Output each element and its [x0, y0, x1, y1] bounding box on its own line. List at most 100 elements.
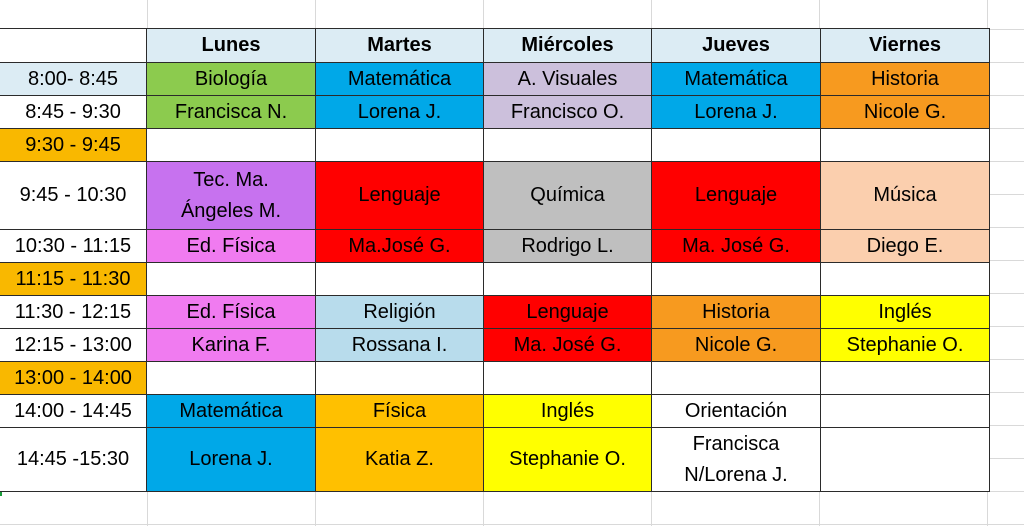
schedule-cell[interactable] — [484, 362, 652, 395]
schedule-cell[interactable]: Orientación — [652, 395, 821, 428]
schedule-cell[interactable]: Rossana I. — [316, 329, 484, 362]
cell-text: Lunes — [201, 34, 261, 56]
schedule-cell[interactable] — [316, 362, 484, 395]
schedule-cell[interactable]: A. Visuales — [484, 63, 652, 96]
schedule-cell[interactable]: Stephanie O. — [484, 428, 652, 492]
schedule-cell[interactable]: Ed. Física — [147, 230, 316, 263]
schedule-cell[interactable] — [821, 129, 990, 162]
cell-text: Historia — [871, 67, 939, 90]
cell-text: Rodrigo L. — [521, 234, 614, 257]
schedule-cell[interactable]: Diego E. — [821, 230, 990, 263]
time-slot-cell[interactable]: 12:15 - 13:00 — [0, 329, 147, 362]
cell-text: Francisca N. — [174, 100, 288, 123]
cell-text: Ángeles M. — [180, 199, 282, 222]
cell-text: Miércoles — [521, 34, 614, 56]
schedule-cell[interactable] — [147, 129, 316, 162]
cell-text: 9:45 - 10:30 — [19, 184, 127, 206]
day-header-3[interactable]: Miércoles — [484, 29, 652, 63]
day-header-4[interactable]: Jueves — [652, 29, 821, 63]
schedule-cell[interactable]: Katia Z. — [316, 428, 484, 492]
schedule-cell[interactable]: Matemática — [652, 63, 821, 96]
schedule-cell[interactable]: Química — [484, 162, 652, 230]
schedule-cell[interactable]: Ma. José G. — [652, 230, 821, 263]
schedule-cell[interactable]: Ma.José G. — [316, 230, 484, 263]
schedule-cell[interactable] — [316, 263, 484, 296]
schedule-cell[interactable]: Matemática — [147, 395, 316, 428]
schedule-cell[interactable] — [652, 129, 821, 162]
schedule-cell[interactable]: Ed. Física — [147, 296, 316, 329]
schedule-cell[interactable]: Francisca N/Lorena J. — [652, 428, 821, 492]
schedule-cell[interactable] — [316, 129, 484, 162]
time-slot-cell[interactable]: 13:00 - 14:00 — [0, 362, 147, 395]
schedule-cell[interactable]: Francisco O. — [484, 96, 652, 129]
cell-text: Orientación — [684, 399, 788, 422]
cell-text: 9:30 - 9:45 — [25, 133, 121, 156]
day-header-2[interactable]: Martes — [316, 29, 484, 63]
schedule-cell[interactable]: Tec. Ma. Ángeles M. — [147, 162, 316, 230]
cell-text: Biología — [194, 67, 268, 90]
time-slot-cell[interactable]: 8:00- 8:45 — [0, 63, 147, 96]
cell-text: Ed. Física — [186, 234, 276, 257]
schedule-cell[interactable]: Matemática — [316, 63, 484, 96]
schedule-cell[interactable]: Rodrigo L. — [484, 230, 652, 263]
schedule-cell[interactable]: Física — [316, 395, 484, 428]
cell-text: Diego E. — [866, 234, 944, 257]
schedule-cell[interactable]: Lenguaje — [652, 162, 821, 230]
day-header-5[interactable]: Viernes — [821, 29, 990, 63]
schedule-cell[interactable]: Nicole G. — [821, 96, 990, 129]
schedule-cell[interactable] — [652, 362, 821, 395]
schedule-cell[interactable]: Inglés — [484, 395, 652, 428]
time-slot-cell[interactable]: 8:45 - 9:30 — [0, 96, 147, 129]
cell-text: Katia Z. — [365, 448, 434, 470]
schedule-cell[interactable] — [484, 129, 652, 162]
schedule-cell[interactable]: Stephanie O. — [821, 329, 990, 362]
cell-text: A. Visuales — [517, 67, 618, 90]
cell-text: 8:00- 8:45 — [27, 67, 119, 90]
schedule-cell[interactable]: Lorena J. — [316, 96, 484, 129]
cell-text: Ma. José G. — [513, 333, 622, 356]
time-slot-cell[interactable]: 11:15 - 11:30 — [0, 263, 147, 296]
cell-text: 11:30 - 12:15 — [14, 300, 132, 323]
schedule-cell[interactable]: Lorena J. — [652, 96, 821, 129]
cell-text: Lorena J. — [357, 100, 442, 123]
schedule-cell[interactable]: Lenguaje — [484, 296, 652, 329]
schedule-cell[interactable]: Karina F. — [147, 329, 316, 362]
time-slot-cell[interactable]: 9:30 - 9:45 — [0, 129, 147, 162]
schedule-cell[interactable]: Música — [821, 162, 990, 230]
cell-text: Lorena J. — [189, 448, 273, 470]
day-header-1[interactable]: Lunes — [147, 29, 316, 63]
schedule-cell[interactable]: Lorena J. — [147, 428, 316, 492]
time-slot-cell[interactable]: 14:00 - 14:45 — [0, 395, 147, 428]
schedule-cell[interactable]: Francisca N. — [147, 96, 316, 129]
table-top-border — [0, 28, 990, 29]
schedule-cell[interactable]: Ma. José G. — [484, 329, 652, 362]
schedule-cell[interactable]: Religión — [316, 296, 484, 329]
cell-text: Matemática — [347, 67, 452, 90]
schedule-cell[interactable]: Biología — [147, 63, 316, 96]
schedule-cell[interactable] — [147, 362, 316, 395]
schedule-cell[interactable]: Historia — [652, 296, 821, 329]
schedule-cell[interactable]: Nicole G. — [652, 329, 821, 362]
time-slot-cell[interactable]: 10:30 - 11:15 — [0, 230, 147, 263]
schedule-cell[interactable] — [821, 263, 990, 296]
schedule-cell[interactable] — [821, 395, 990, 428]
cell-text: 8:45 - 9:30 — [25, 100, 121, 123]
cell-text: Religión — [363, 300, 436, 323]
time-slot-cell[interactable]: 9:45 - 10:30 — [0, 162, 147, 230]
schedule-cell[interactable] — [147, 263, 316, 296]
schedule-cell[interactable] — [821, 362, 990, 395]
schedule-cell[interactable] — [652, 263, 821, 296]
time-slot-cell[interactable]: 14:45 -15:30 — [0, 428, 147, 492]
cell-text: Química — [530, 184, 605, 206]
schedule-cell[interactable]: Historia — [821, 63, 990, 96]
schedule-cell[interactable] — [821, 428, 990, 492]
cell-text: Tec. Ma. — [193, 168, 269, 191]
cell-text: Francisco O. — [510, 100, 625, 123]
schedule-cell[interactable]: Lenguaje — [316, 162, 484, 230]
header-corner-cell[interactable] — [0, 29, 147, 63]
schedule-cell[interactable]: Inglés — [821, 296, 990, 329]
time-slot-cell[interactable]: 11:30 - 12:15 — [0, 296, 147, 329]
schedule-cell[interactable] — [484, 263, 652, 296]
cell-text: Viernes — [869, 34, 941, 56]
